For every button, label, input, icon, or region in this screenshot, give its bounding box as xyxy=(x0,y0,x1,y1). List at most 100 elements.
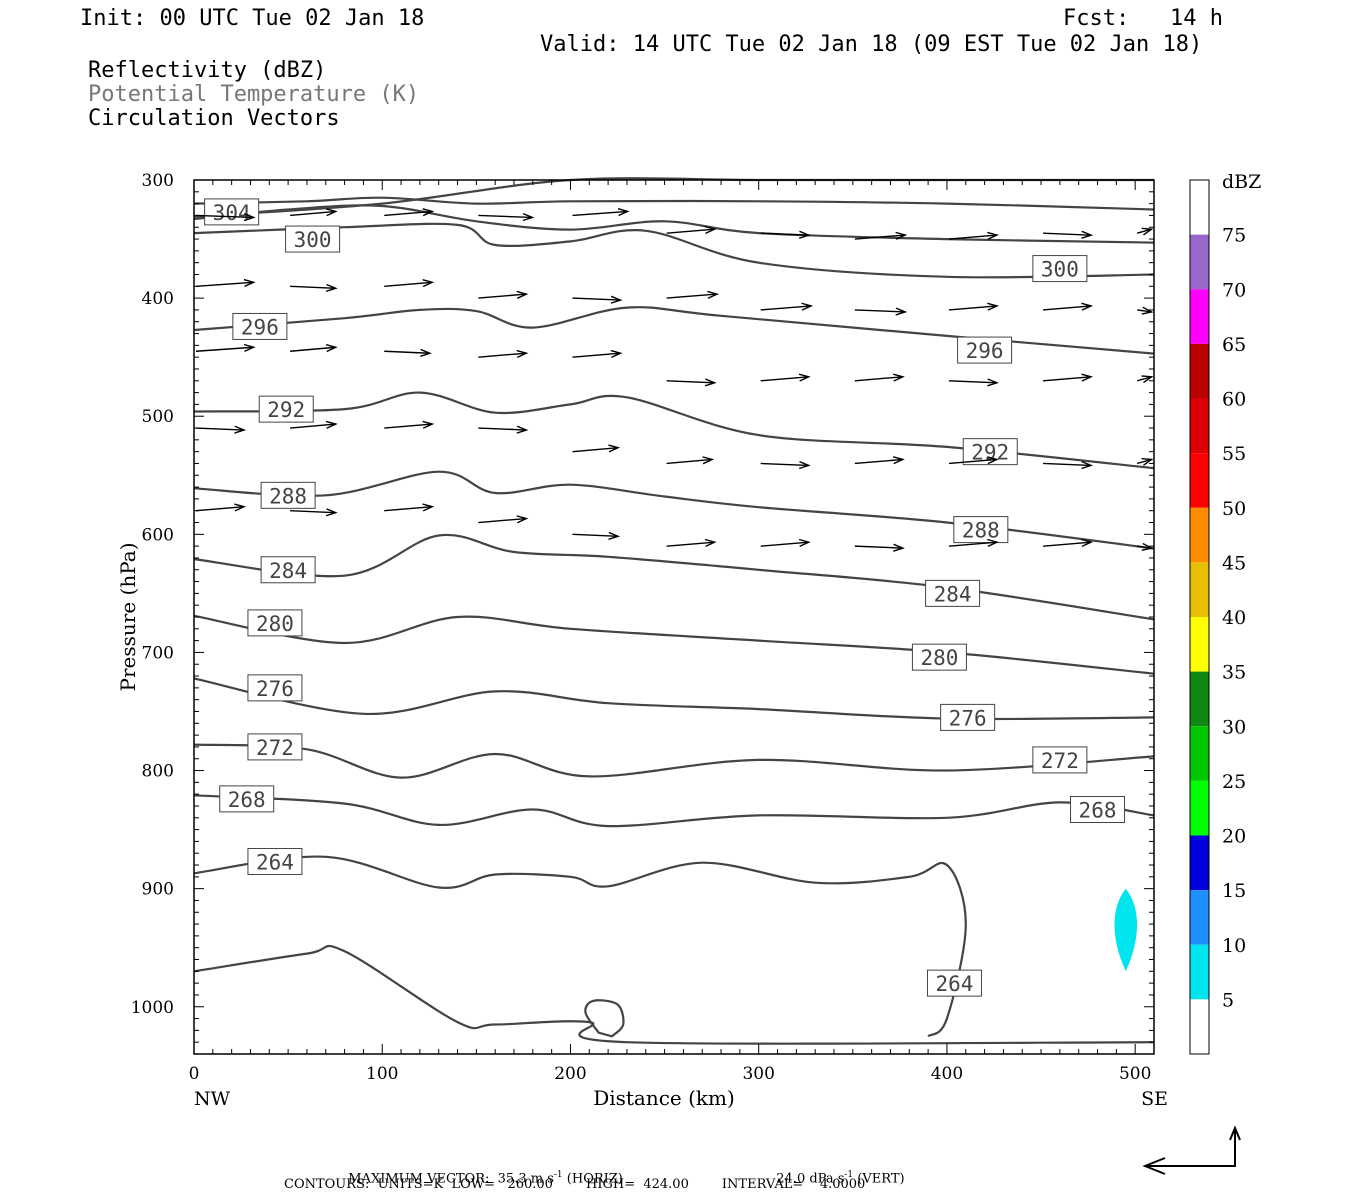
colorbar-frame xyxy=(1189,179,1210,1055)
vector-32 xyxy=(1136,376,1152,382)
vector-head-27 xyxy=(704,378,717,387)
vector-head-12 xyxy=(325,283,338,292)
colorbar-label-65: 65 xyxy=(1222,334,1246,356)
theta-label-9: 288 xyxy=(962,519,1000,543)
vector-head-0 xyxy=(243,213,256,222)
vector-27 xyxy=(666,380,715,384)
field-reflectivity: Reflectivity (dBZ) xyxy=(88,58,327,83)
x-end-label-right: SE xyxy=(1141,1088,1168,1110)
vector-11 xyxy=(195,281,254,287)
colorbar-label-5: 5 xyxy=(1222,989,1234,1011)
theta-label-box-5 xyxy=(957,336,1013,364)
vector-24 xyxy=(384,350,430,354)
y-tick-label-400: 400 xyxy=(142,289,174,309)
vector-head-21 xyxy=(1141,306,1154,315)
theta-contour-1 xyxy=(193,204,1155,244)
vector-head-24 xyxy=(420,348,432,357)
theta-label-1: 300 xyxy=(1041,258,1079,282)
x-tick-label-500: 500 xyxy=(1119,1064,1151,1084)
theta-label-box-11 xyxy=(925,579,981,607)
forecast-label: Fcst: xyxy=(1063,6,1130,31)
theta-label-box-13 xyxy=(911,643,967,671)
vector-39 xyxy=(760,462,809,467)
vector-head-7 xyxy=(895,231,908,240)
reflectivity-echoes xyxy=(1114,888,1138,972)
vector-head-50 xyxy=(798,538,811,547)
vector-head-29 xyxy=(892,373,905,382)
theta-contour-10 xyxy=(193,533,1155,621)
vector-head-2 xyxy=(422,208,435,217)
vector-38 xyxy=(666,458,713,465)
vector-head-45 xyxy=(325,508,338,517)
vector-head-43 xyxy=(1141,457,1154,466)
theta-label-box-9 xyxy=(953,516,1009,544)
theta-label-16: 272 xyxy=(256,736,294,760)
vector-51 xyxy=(854,545,903,549)
y-tick-label-1000: 1000 xyxy=(131,998,174,1018)
vector-head-6 xyxy=(798,230,811,239)
vector-head-51 xyxy=(893,543,905,552)
theta-label-box-17 xyxy=(1032,746,1088,774)
theta-label-13: 280 xyxy=(920,646,958,670)
theta-label-box-4 xyxy=(232,312,288,340)
vector-head-35 xyxy=(422,420,435,429)
theta-contour-18 xyxy=(193,794,1155,828)
colorbar-segment-3 xyxy=(1190,343,1209,399)
colorbar-label-40: 40 xyxy=(1222,607,1246,629)
theta-contour-4 xyxy=(193,306,1155,355)
reference-vector xyxy=(1142,1125,1241,1175)
vector-head-19 xyxy=(987,302,999,311)
vector-head-49 xyxy=(704,538,717,547)
vector-44 xyxy=(195,506,245,512)
vector-head-52 xyxy=(987,538,999,547)
max-vector-vert-tail: (VERT) xyxy=(853,1171,905,1187)
x-tick-label-0: 0 xyxy=(189,1064,200,1084)
vector-head-9 xyxy=(1081,230,1094,239)
vector-head-14 xyxy=(516,290,529,299)
vector-12 xyxy=(290,285,336,289)
vector-21 xyxy=(1137,309,1152,313)
colorbar-label-45: 45 xyxy=(1222,552,1246,574)
colorbar-segment-6 xyxy=(1190,507,1209,563)
vector-head-34 xyxy=(325,420,338,429)
colorbar-segment-13 xyxy=(1190,890,1209,945)
theta-label-18: 268 xyxy=(228,788,266,812)
vector-head-46 xyxy=(422,503,435,512)
vector-head-38 xyxy=(702,456,715,465)
vector-head-33 xyxy=(234,425,247,434)
max-vector-horiz: MAXIMUM VECTOR: 35.3 m s xyxy=(348,1171,554,1187)
theta-label-box-16 xyxy=(247,733,303,761)
vector-29 xyxy=(854,376,903,382)
vector-19 xyxy=(948,305,997,311)
colorbar-segment-4 xyxy=(1190,398,1209,454)
theta-contour-16 xyxy=(193,743,1155,779)
vector-23 xyxy=(290,346,336,352)
vector-26 xyxy=(572,352,621,358)
valid-time: Valid: 14 UTC Tue 02 Jan 18 (09 EST Tue … xyxy=(540,32,1203,57)
vector-head-39 xyxy=(798,460,811,470)
max-vector-horiz-tail: (HORIZ) xyxy=(562,1171,623,1187)
theta-label-box-19 xyxy=(1070,796,1126,824)
vector-head-3 xyxy=(522,213,535,222)
colorbar-segment-10 xyxy=(1190,726,1209,781)
vector-head-8 xyxy=(987,231,999,240)
vector-head-5 xyxy=(704,225,717,234)
vector-head-1 xyxy=(325,208,338,217)
colorbar-segment-9 xyxy=(1190,671,1209,727)
vector-head-11 xyxy=(243,278,256,288)
max-vector-horiz-exp: -1 xyxy=(553,1170,563,1180)
vector-head-54 xyxy=(1141,542,1154,551)
vector-head-23 xyxy=(325,343,338,353)
x-tick-label-100: 100 xyxy=(366,1064,398,1084)
theta-label-box-20 xyxy=(247,847,303,875)
x-end-label-left: NW xyxy=(194,1088,231,1110)
reference-vector-head-up xyxy=(1229,1125,1241,1141)
vector-head-37 xyxy=(608,444,621,453)
x-tick-label-300: 300 xyxy=(742,1064,774,1084)
vector-34 xyxy=(290,423,336,429)
theta-label-box-10 xyxy=(260,556,316,584)
theta-label-3: 300 xyxy=(294,228,332,252)
vector-head-30 xyxy=(987,378,999,387)
vector-7 xyxy=(854,234,906,240)
